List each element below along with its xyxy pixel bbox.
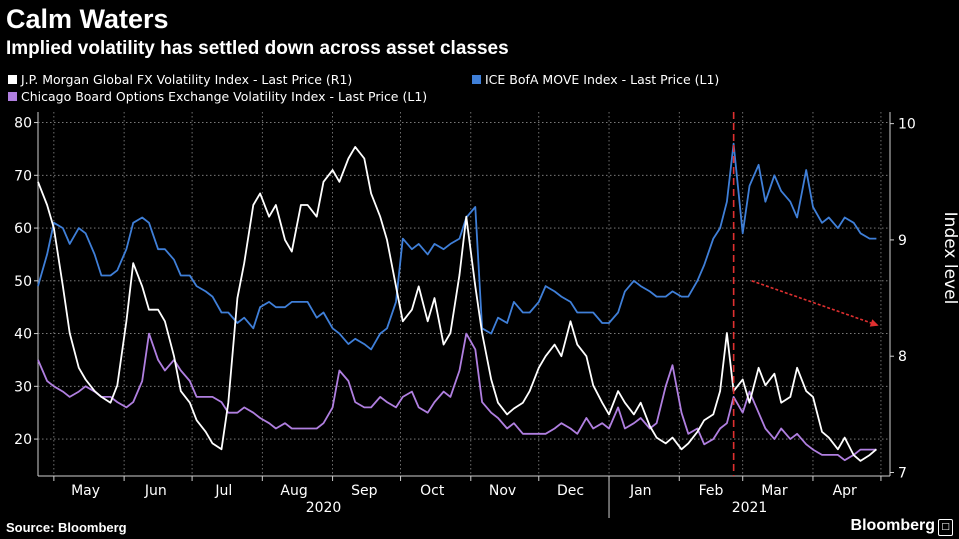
year-label-2021: 2021 [732, 500, 768, 516]
x-tick-label: Feb [699, 483, 724, 499]
brand-logo: Bloomberg [850, 517, 935, 534]
y-tick-label-left: 20 [14, 432, 32, 448]
x-tick-label: Oct [420, 483, 445, 499]
y-tick-label-left: 50 [14, 274, 32, 290]
x-tick-label: Sep [351, 483, 378, 499]
x-tick-label: Jan [629, 483, 652, 499]
series-line-2 [37, 332, 877, 462]
y-tick-label-right: 7 [898, 466, 907, 482]
y-tick-label-left: 70 [14, 168, 32, 184]
y-tick-label-left: 80 [14, 116, 32, 132]
y-tick-label-right: 10 [898, 117, 916, 133]
legend-swatch-move [472, 75, 481, 84]
y-axis-right-title: Index level [940, 212, 959, 305]
x-tick-label: Dec [557, 483, 584, 499]
x-tick-label: Apr [833, 483, 857, 499]
series-line-0 [37, 142, 877, 351]
y-tick-label-right: 8 [898, 349, 907, 365]
x-tick-label: Nov [489, 483, 516, 499]
y-tick-label-right: 9 [898, 233, 907, 249]
y-tick-label-left: 40 [14, 327, 32, 343]
x-tick-label: Aug [280, 483, 307, 499]
legend-swatch-fx [8, 75, 17, 84]
legend-swatch-vix [8, 92, 17, 101]
legend-label-fx: J.P. Morgan Global FX Volatility Index -… [21, 72, 353, 87]
y-tick-label-left: 30 [14, 379, 32, 395]
bloomberg-terminal-icon: □ [938, 519, 953, 536]
x-tick-label: Jul [214, 483, 232, 499]
year-label-2020: 2020 [306, 500, 342, 516]
legend-label-vix: Chicago Board Options Exchange Volatilit… [21, 89, 428, 104]
y-tick-label-left: 60 [14, 221, 32, 237]
trend-arrow-line [751, 280, 879, 327]
chart-title: Calm Waters [6, 4, 169, 34]
source-note: Source: Bloomberg [6, 520, 127, 535]
trend-arrow-head [869, 319, 879, 327]
x-tick-label: May [71, 483, 100, 499]
legend-label-move: ICE BofA MOVE Index - Last Price (L1) [485, 72, 720, 87]
legend-item-move: ICE BofA MOVE Index - Last Price (L1) [472, 72, 719, 87]
series-line-1 [37, 146, 877, 462]
legend-item-fx: J.P. Morgan Global FX Volatility Index -… [8, 72, 352, 87]
x-tick-label: Mar [761, 483, 788, 499]
x-tick-label: Jun [144, 483, 167, 499]
chart-subtitle: Implied volatility has settled down acro… [6, 38, 509, 59]
legend-item-vix: Chicago Board Options Exchange Volatilit… [8, 89, 427, 104]
